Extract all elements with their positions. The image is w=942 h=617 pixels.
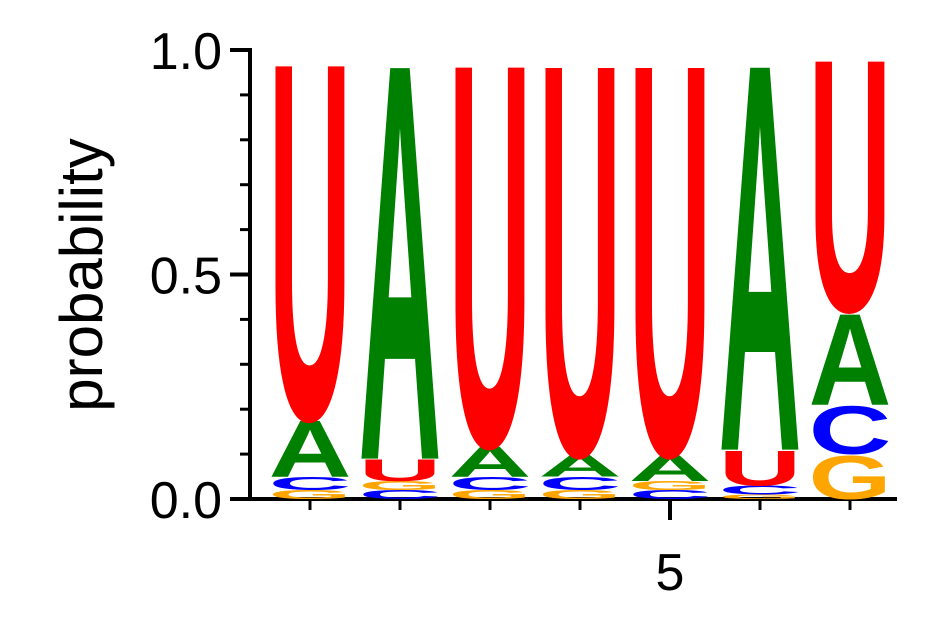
letter-glyph: U — [539, 0, 622, 574]
y-tick-label: 0.0 — [150, 472, 222, 530]
letter-glyph: U — [629, 0, 712, 574]
letter-glyph: G — [629, 479, 712, 493]
letter-glyph: G — [809, 443, 892, 513]
letter-glyph: A — [719, 0, 802, 568]
letter-glyph: A — [539, 448, 622, 483]
x-tick-label: 5 — [656, 544, 685, 602]
y-axis-label: probability — [48, 138, 115, 412]
letter-glyph: U — [809, 0, 892, 388]
letter-glyph: U — [269, 0, 352, 528]
letter-glyph: C — [629, 488, 712, 502]
letter-glyph: U — [449, 0, 532, 562]
letter-glyph: C — [719, 483, 802, 497]
y-tick-label: 1.0 — [150, 23, 222, 81]
y-tick-label: 0.5 — [150, 248, 222, 306]
letter-glyph: G — [359, 479, 442, 493]
letter-glyph: A — [809, 287, 892, 433]
letter-glyph: C — [359, 488, 442, 502]
letter-glyph: C — [269, 473, 352, 494]
letter-glyph: C — [539, 473, 622, 494]
letter-glyph: G — [449, 488, 532, 502]
letter-glyph: A — [359, 0, 442, 580]
letter-glyph: A — [629, 447, 712, 489]
letter-glyph: A — [269, 404, 352, 494]
letter-glyph: G — [539, 488, 622, 502]
letter-glyph: U — [719, 440, 802, 496]
letter-glyph: G — [269, 488, 352, 502]
letter-glyph: C — [809, 393, 892, 470]
letter-glyph: U — [359, 453, 442, 488]
letter-glyph: C — [449, 473, 532, 494]
letter-glyph: A — [449, 438, 532, 487]
letter-glyph: G — [719, 493, 802, 500]
